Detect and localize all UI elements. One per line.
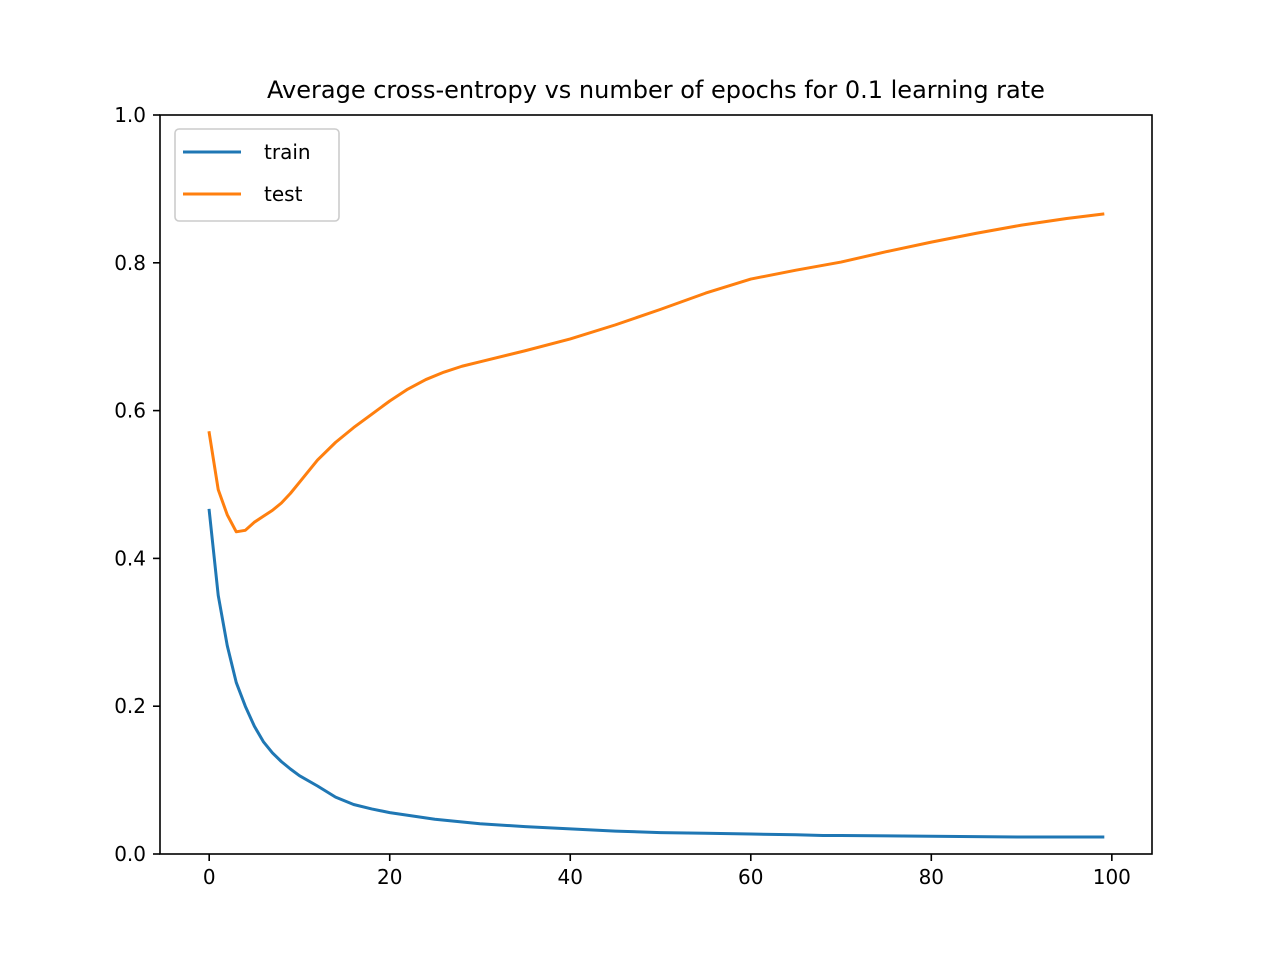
plot-frame <box>159 114 1153 855</box>
legend: train test <box>174 128 340 222</box>
series-lines <box>207 212 1105 839</box>
chart-title: Average cross-entropy vs number of epoch… <box>267 76 1045 104</box>
legend-label-train: train <box>264 140 311 164</box>
axes: 0 20 40 60 80 100 0.0 0.2 0.4 0.6 0.8 1.0 <box>114 103 1153 889</box>
y-tick-label: 0.8 <box>114 251 146 275</box>
y-tick-label: 0.6 <box>114 399 146 423</box>
y-tick-label: 0.4 <box>114 546 146 570</box>
x-tick-label: 20 <box>377 865 402 889</box>
y-tick-label: 0.0 <box>114 842 146 866</box>
legend-box <box>174 128 340 222</box>
y-tick-label: 0.2 <box>114 694 146 718</box>
x-tick-label: 40 <box>558 865 583 889</box>
series-line-train <box>207 508 1105 839</box>
y-tick-label: 1.0 <box>114 103 146 127</box>
x-tick-label: 80 <box>919 865 944 889</box>
x-tick-label: 100 <box>1093 865 1131 889</box>
series-line-test <box>207 212 1105 534</box>
legend-label-test: test <box>264 182 303 206</box>
x-tick-label: 60 <box>738 865 763 889</box>
x-tick-label: 0 <box>203 865 216 889</box>
